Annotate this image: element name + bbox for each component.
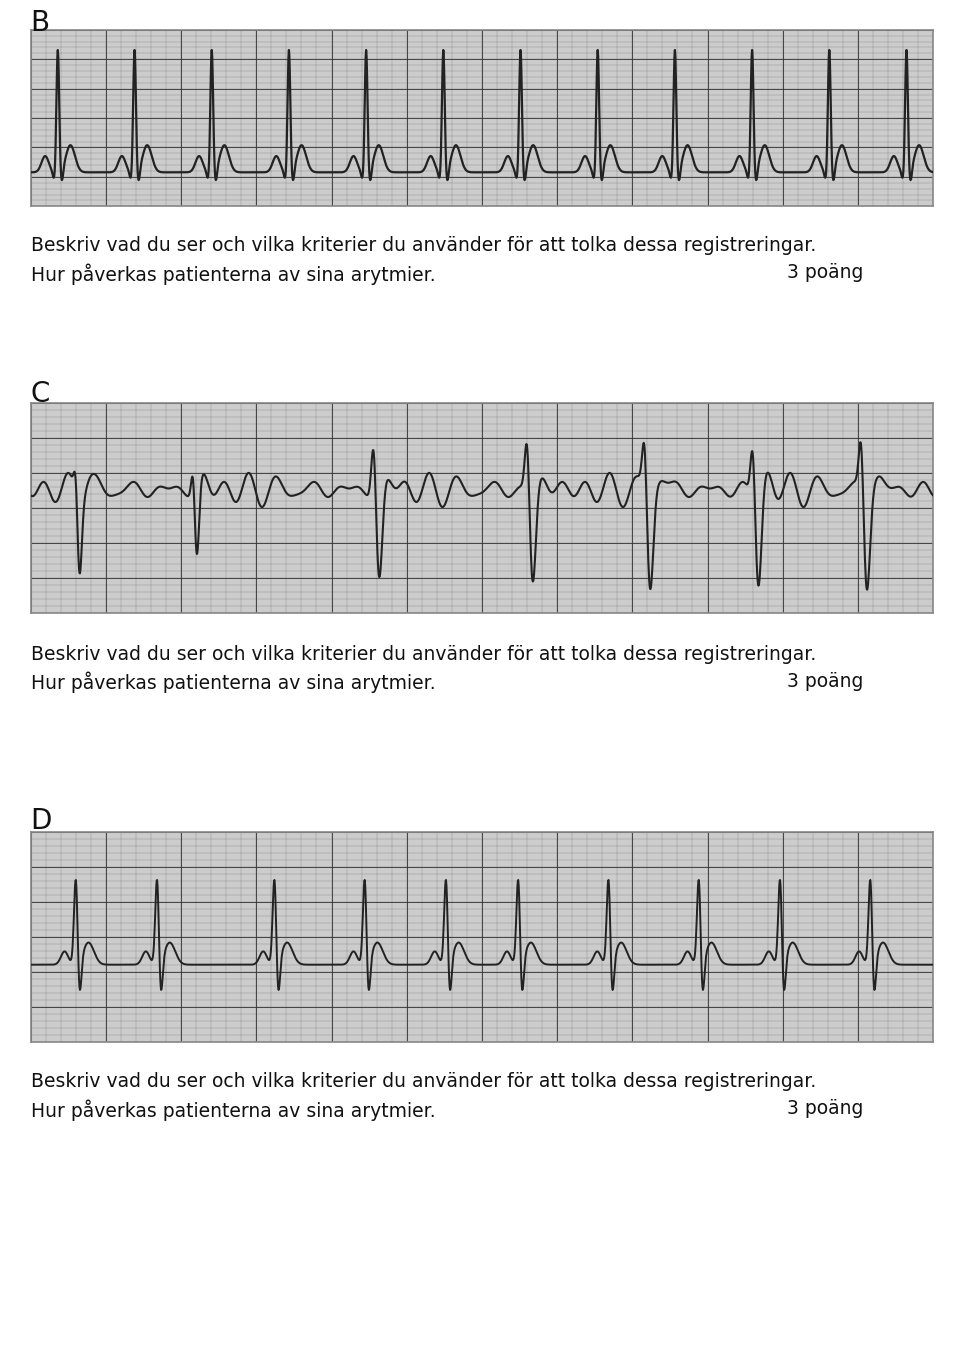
Text: Beskriv vad du ser och vilka kriterier du använder för att tolka dessa registrer: Beskriv vad du ser och vilka kriterier d…	[31, 236, 816, 255]
Text: C: C	[31, 380, 50, 408]
Text: Hur påverkas patienterna av sina arytmier.: Hur påverkas patienterna av sina arytmie…	[31, 1099, 435, 1121]
Text: 3 poäng: 3 poäng	[787, 263, 864, 282]
Text: Hur påverkas patienterna av sina arytmier.: Hur påverkas patienterna av sina arytmie…	[31, 672, 435, 693]
Text: 3 poäng: 3 poäng	[787, 1099, 864, 1118]
Text: Beskriv vad du ser och vilka kriterier du använder för att tolka dessa registrer: Beskriv vad du ser och vilka kriterier d…	[31, 645, 816, 664]
Text: Beskriv vad du ser och vilka kriterier du använder för att tolka dessa registrer: Beskriv vad du ser och vilka kriterier d…	[31, 1072, 816, 1091]
Text: D: D	[31, 807, 52, 836]
Text: B: B	[31, 9, 50, 38]
Text: 3 poäng: 3 poäng	[787, 672, 864, 691]
Text: Hur påverkas patienterna av sina arytmier.: Hur påverkas patienterna av sina arytmie…	[31, 263, 435, 285]
